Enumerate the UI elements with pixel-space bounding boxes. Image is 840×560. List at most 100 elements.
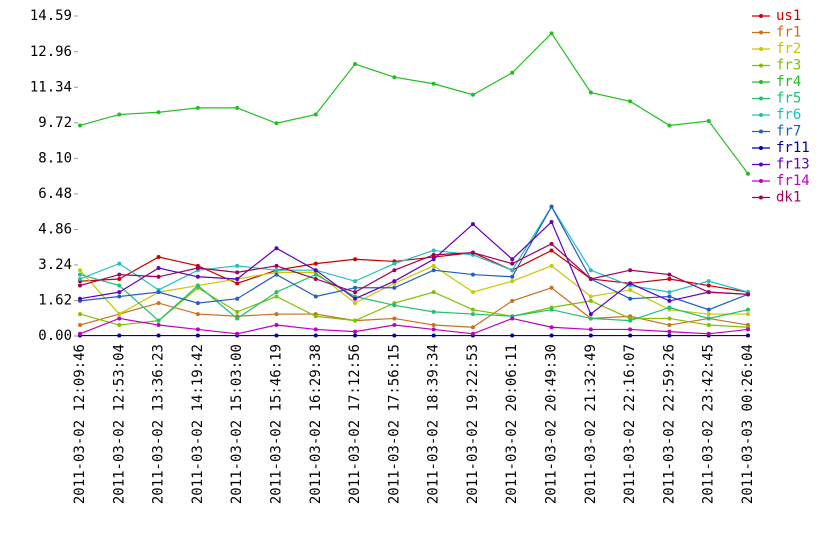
data-point [313,268,318,273]
x-tick-label: 2011-03-02 19:22:53 [465,344,481,504]
data-point [470,92,475,97]
y-tick-label: 0.00 [38,328,72,344]
data-point [706,323,711,328]
data-point [274,333,279,338]
series-line [79,287,749,328]
data-point [549,219,554,224]
legend-label: fr14 [776,173,810,189]
data-point [274,312,279,317]
legend-dot [759,195,763,200]
data-point [667,290,672,295]
y-tick-label: 12.96 [30,44,72,60]
data-point [117,276,122,281]
series-line [79,273,749,322]
data-point [235,270,240,275]
data-point [156,333,161,338]
data-point [156,110,161,115]
data-point [628,296,633,301]
x-tick-label: 2011-03-02 23:42:45 [701,344,717,504]
y-tick-label: 3.24 [38,257,72,273]
data-point [392,75,397,80]
data-point [431,309,436,314]
data-point [431,257,436,262]
data-point [78,331,82,336]
x-tick-label: 2011-03-02 13:36:23 [151,344,167,504]
data-point [746,292,750,297]
legend-dot [759,162,763,167]
legend-label: dk1 [776,190,801,206]
x-tick-label: 2011-03-02 17:12:56 [347,344,363,504]
data-point [78,123,82,128]
data-point [117,272,122,277]
data-point [667,329,672,334]
data-point [117,112,122,117]
data-point [392,323,397,328]
x-tick-label: 2011-03-02 14:19:42 [190,344,206,504]
series-line [79,265,748,315]
data-point [117,333,122,338]
data-point [470,331,475,336]
data-point [274,272,279,277]
x-tick-label: 2011-03-02 20:06:11 [504,344,520,504]
data-point [628,333,633,338]
data-point [313,112,318,117]
legend-dot [759,113,763,117]
data-point [746,171,750,176]
data-point [313,261,318,266]
data-point [431,327,436,332]
data-point [510,274,515,279]
x-tick-label: 2011-03-02 12:53:04 [111,344,127,504]
data-point [431,268,436,273]
data-point [392,261,397,266]
data-point [510,261,515,266]
x-tick-label: 2011-03-02 12:09:46 [72,344,88,504]
legend-dot [759,179,763,183]
y-tick-label: 6.48 [38,186,72,202]
data-point [470,250,475,255]
data-point [235,316,240,321]
data-point [78,272,82,277]
series-line [79,317,749,335]
data-point [156,323,161,328]
data-point [667,298,672,303]
data-point [470,325,475,330]
data-point [274,294,279,299]
data-point [235,296,240,301]
data-point [510,279,515,284]
y-tick-label: 14.59 [30,8,72,24]
data-point [510,268,515,273]
data-point [195,105,200,110]
data-point [235,309,240,314]
data-point [706,283,711,288]
data-point [628,327,633,332]
series-line [79,220,749,316]
x-tick-label: 2011-03-02 22:16:07 [622,344,638,504]
data-point [353,279,358,284]
data-point [274,263,279,268]
data-point [510,298,515,303]
data-point [274,121,279,126]
data-point [117,290,122,295]
data-point [628,287,633,292]
data-point [195,312,200,317]
data-point [195,283,200,288]
data-point [117,283,122,288]
data-point [353,329,358,334]
data-point [117,316,122,321]
data-point [588,333,593,338]
legend-label: fr2 [776,41,801,57]
data-point [431,252,436,257]
data-point [549,285,554,290]
data-point [510,333,515,338]
data-point [549,31,554,36]
data-point [628,99,633,104]
x-tick-label: 2011-03-02 16:29:38 [308,344,324,504]
x-tick-label: 2011-03-02 20:49:30 [544,344,560,504]
data-point [549,241,554,246]
data-point [392,316,397,321]
data-point [235,331,240,336]
data-point [156,274,161,279]
data-point [628,268,633,273]
